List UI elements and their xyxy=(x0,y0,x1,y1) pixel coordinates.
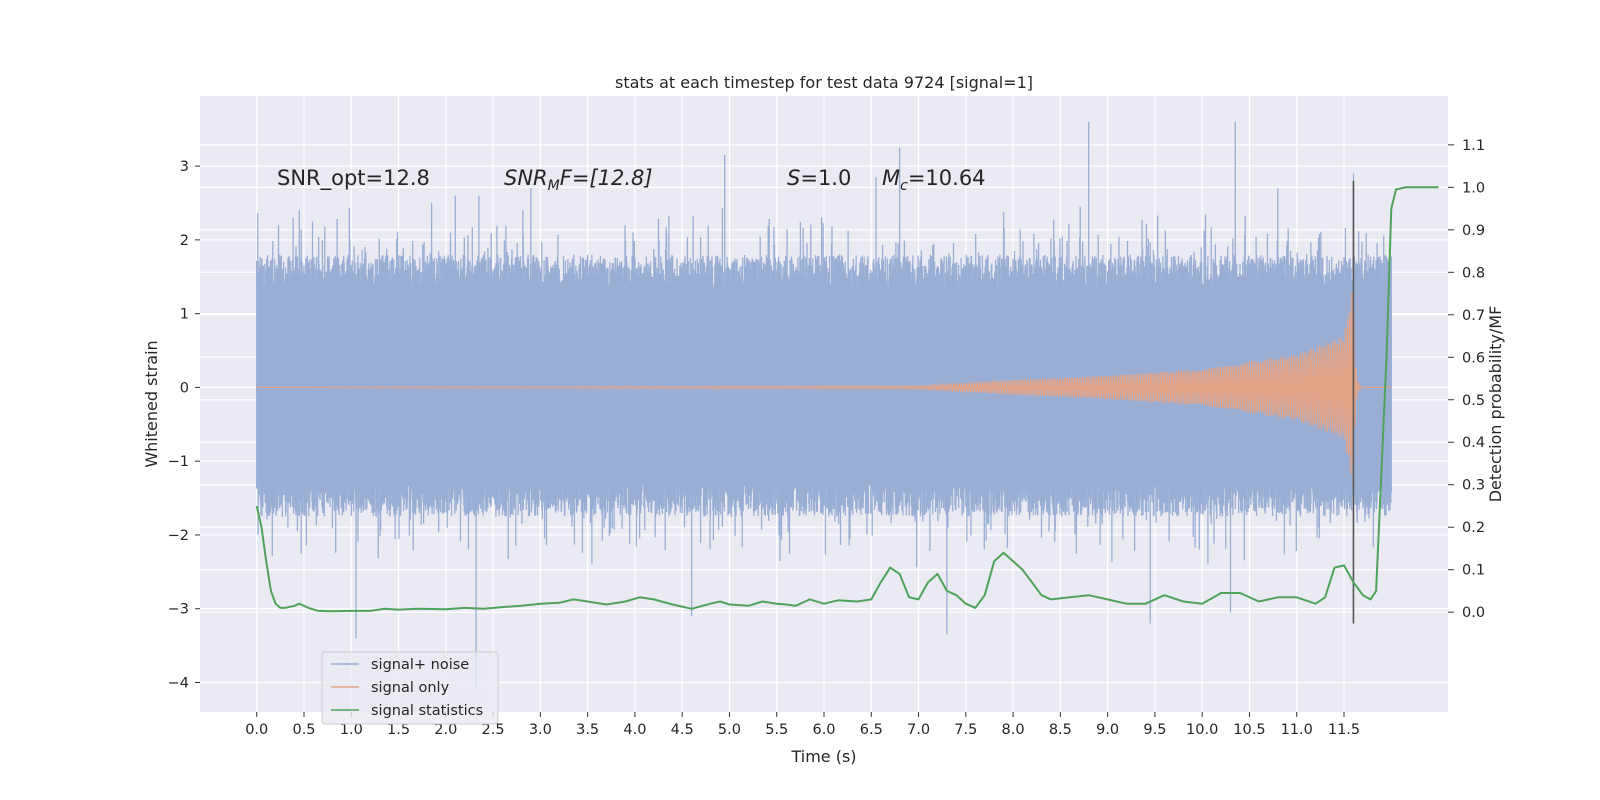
x-tick-label: 10.5 xyxy=(1233,722,1265,738)
y-left-tick-label: 0 xyxy=(180,380,189,396)
x-tick-label: 7.5 xyxy=(954,722,977,738)
x-tick-label: 0.0 xyxy=(245,722,268,738)
y-axis-left-ticks: 3 2 1 0 −1 −2 −3 −4 xyxy=(168,159,200,691)
y-right-tick-label: 1.0 xyxy=(1462,180,1485,196)
x-tick-label: 6.0 xyxy=(812,722,835,738)
y-left-tick-label: −3 xyxy=(168,602,189,618)
y-right-tick-label: 0.7 xyxy=(1462,308,1485,324)
x-axis-label: Time (s) xyxy=(790,747,856,766)
y-left-tick-label: 2 xyxy=(180,233,189,249)
x-tick-label: 11.5 xyxy=(1328,722,1360,738)
y-right-tick-label: 1.1 xyxy=(1462,138,1485,154)
x-tick-label: 9.0 xyxy=(1096,722,1119,738)
legend: signal+ noise signal only signal statist… xyxy=(321,651,499,725)
x-tick-label: 4.0 xyxy=(623,722,646,738)
legend-label-signal-noise: signal+ noise xyxy=(371,657,469,673)
x-tick-label: 9.5 xyxy=(1143,722,1166,738)
s-symbol: S xyxy=(787,166,800,190)
series-signal-statistics xyxy=(255,186,1439,613)
mc-sub: c xyxy=(900,178,908,194)
x-tick-label: 1.0 xyxy=(340,722,363,738)
x-tick-label: 8.0 xyxy=(1002,722,1025,738)
x-tick-label: 3.5 xyxy=(576,722,599,738)
x-tick-label: 5.5 xyxy=(765,722,788,738)
annotation-snr-opt: SNR_opt=12.8 xyxy=(277,166,430,191)
x-tick-label: 10.0 xyxy=(1186,722,1218,738)
y-right-tick-label: 0.8 xyxy=(1462,265,1485,281)
mc-value: =10.64 xyxy=(908,166,986,190)
x-tick-label: 5.0 xyxy=(718,722,741,738)
y-left-tick-label: −4 xyxy=(168,675,189,691)
annotation-s: S=1.0 xyxy=(787,166,851,190)
x-tick-label: 0.5 xyxy=(292,722,315,738)
snr-mf-rest: F=[12.8] xyxy=(560,166,653,190)
y-right-tick-label: 0.2 xyxy=(1462,520,1485,536)
y-axis-right-ticks: 1.1 1.0 0.9 0.8 0.7 0.6 0.5 0.4 0.3 0.2 0.1 0.0 xyxy=(1448,138,1485,621)
x-tick-label: 11.0 xyxy=(1281,722,1313,738)
y-left-tick-label: −1 xyxy=(168,454,189,470)
x-tick-label: 2.0 xyxy=(434,722,457,738)
y-right-tick-label: 0.0 xyxy=(1462,605,1485,621)
x-tick-label: 6.5 xyxy=(860,722,883,738)
y-right-tick-label: 0.4 xyxy=(1462,435,1485,451)
y-right-tick-label: 0.3 xyxy=(1462,478,1485,494)
plot-content xyxy=(255,121,1439,690)
annotation-snr-mf: SNRMF=[12.8] xyxy=(504,166,653,194)
mc-symbol: M xyxy=(882,166,900,190)
annotation-mc: Mc=10.64 xyxy=(882,166,986,194)
x-tick-label: 4.5 xyxy=(671,722,694,738)
y-left-tick-label: 1 xyxy=(180,307,189,323)
y-axis-left-label: Whitened strain xyxy=(142,340,161,467)
legend-label-signal-only: signal only xyxy=(371,680,450,696)
statistics-line xyxy=(255,186,1439,613)
x-tick-label: 1.5 xyxy=(387,722,410,738)
s-value: =1.0 xyxy=(800,166,851,190)
chirp-trace xyxy=(256,292,1392,487)
legend-label-signal-statistics: signal statistics xyxy=(371,703,483,719)
x-tick-label: 7.0 xyxy=(907,722,930,738)
y-left-tick-label: −2 xyxy=(168,528,189,544)
chart-title: stats at each timestep for test data 972… xyxy=(615,73,1033,92)
x-tick-label: 8.5 xyxy=(1049,722,1072,738)
y-right-tick-label: 0.5 xyxy=(1462,393,1485,409)
x-axis-ticks: 0.0 0.5 1.0 1.5 2.0 2.5 3.0 3.5 4.0 4.5 5.0 5.5 6.0 6… xyxy=(245,712,1360,738)
series-signal-only xyxy=(256,292,1392,487)
snr-mf-main: SNR xyxy=(504,166,548,190)
x-tick-label: 2.5 xyxy=(482,722,505,738)
y-right-tick-label: 0.1 xyxy=(1462,563,1485,579)
y-right-tick-label: 0.9 xyxy=(1462,223,1485,239)
y-right-tick-label: 0.6 xyxy=(1462,350,1485,366)
x-tick-label: 3.0 xyxy=(529,722,552,738)
legend-box xyxy=(321,651,499,725)
snr-mf-sub: M xyxy=(548,178,560,194)
y-axis-right-label: Detection probability/MF xyxy=(1486,306,1505,503)
y-left-tick-label: 3 xyxy=(180,159,189,175)
